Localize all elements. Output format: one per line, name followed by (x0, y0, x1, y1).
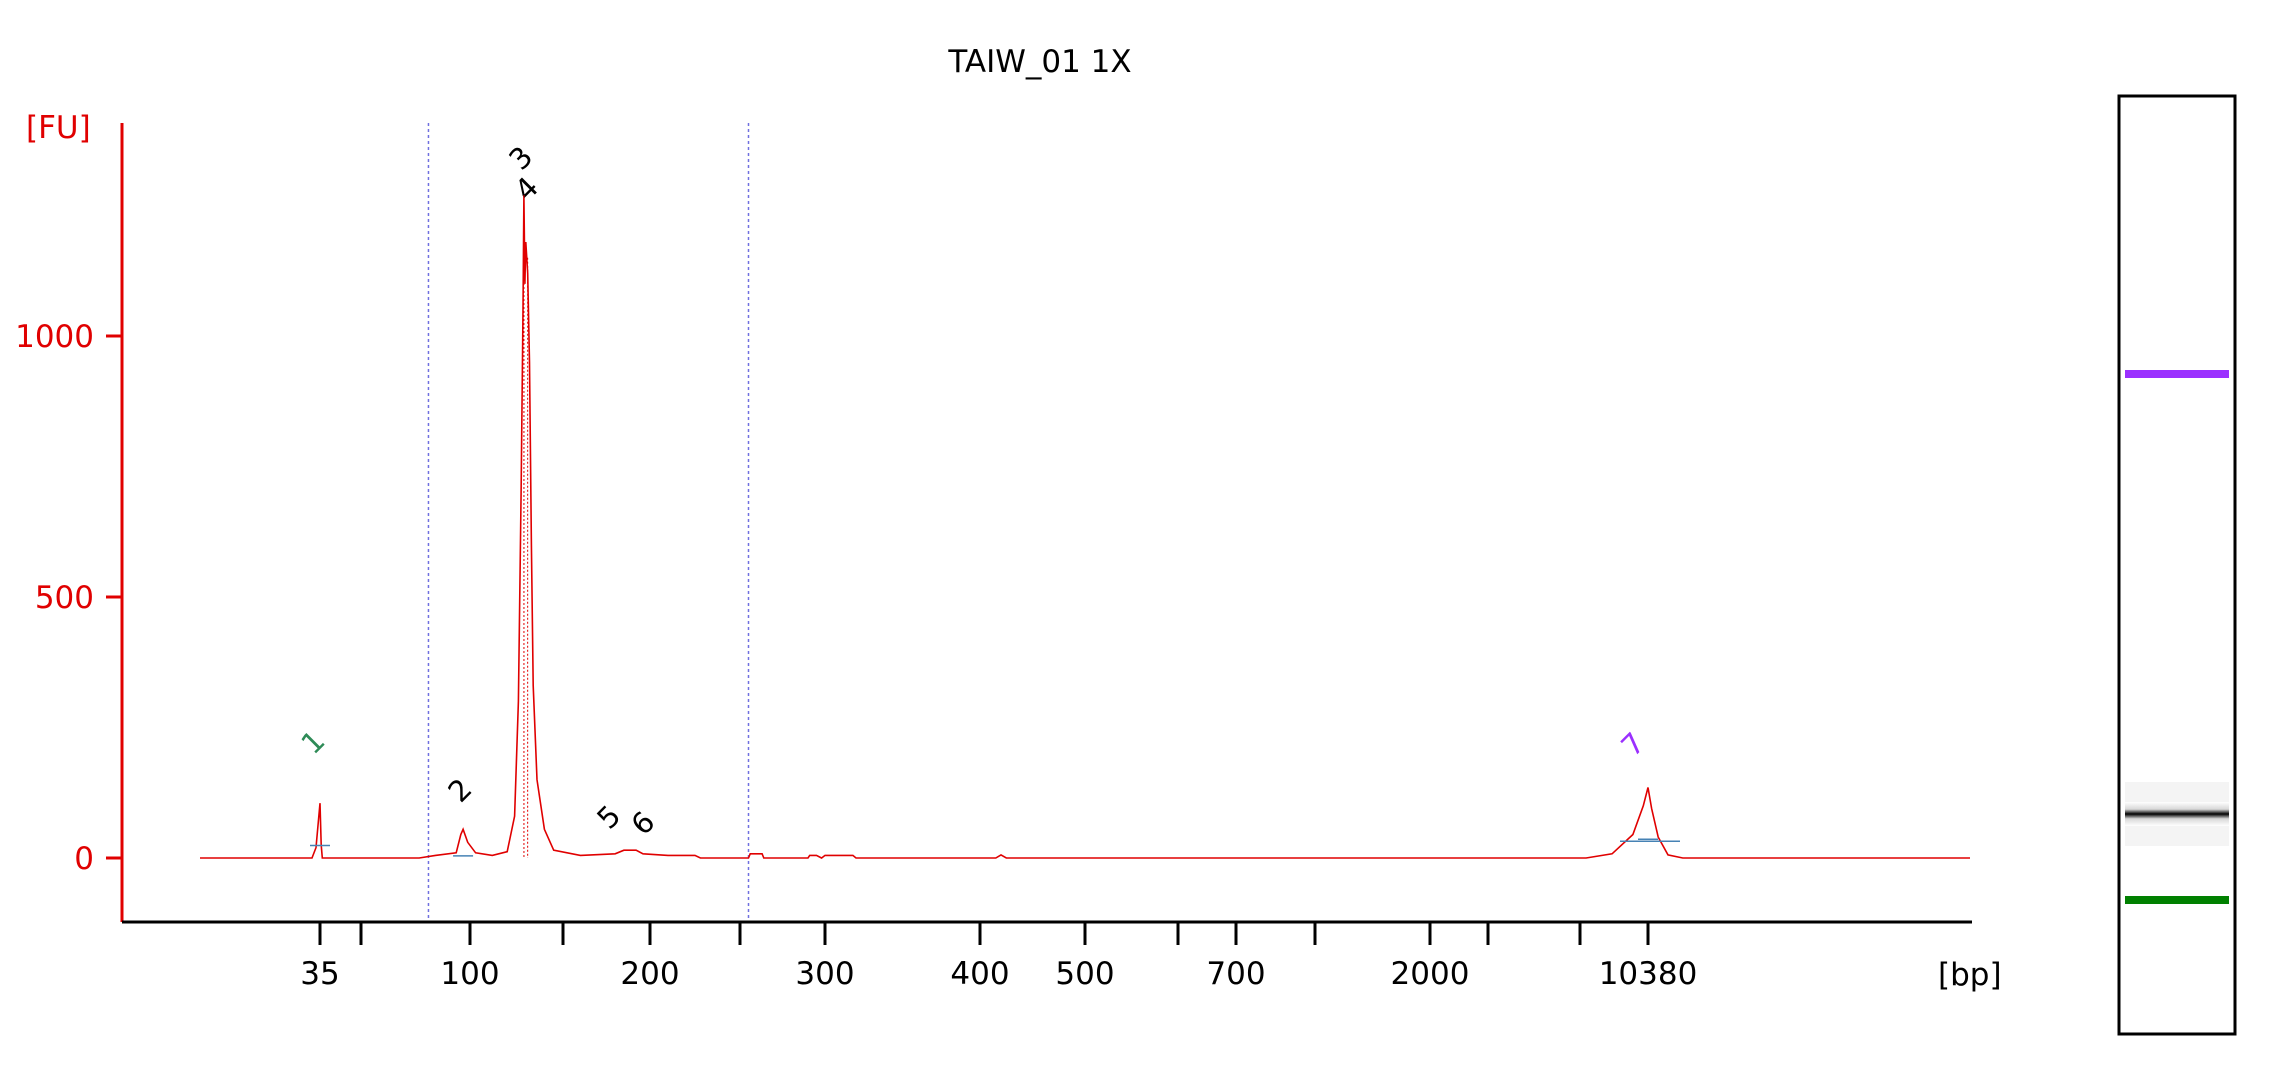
gel-lane (2117, 94, 2237, 1036)
x-tick-label-700: 700 (1206, 956, 1265, 992)
chart-title: TAIW_01 1X (947, 44, 1131, 80)
x-tick-label-35: 35 (300, 956, 339, 992)
x-tick-label-10380: 10380 (1599, 956, 1698, 992)
gel-band-upper-marker (2125, 370, 2229, 378)
x-tick-label-2000: 2000 (1391, 956, 1470, 992)
x-axis-label: [bp] (1938, 957, 2002, 993)
gel-lane-frame (2117, 94, 2237, 1036)
x-tick-label-100: 100 (440, 956, 499, 992)
x-tick-label-200: 200 (620, 956, 679, 992)
x-tick-label-500: 500 (1055, 956, 1114, 992)
peak-label-2: 2 (441, 772, 478, 809)
peak-label-6: 6 (624, 805, 661, 842)
gel-band-sample (2125, 802, 2229, 826)
y-tick-label-0: 0 (74, 841, 94, 877)
peak-label-7: 7 (1614, 726, 1651, 763)
peak-label-1: 1 (294, 724, 331, 761)
peak-label-4: 4 (508, 170, 545, 207)
y-axis-label: [FU] (26, 110, 91, 146)
y-tick-label-500: 500 (35, 580, 94, 616)
x-tick-label-300: 300 (795, 956, 854, 992)
x-tick-label-400: 400 (950, 956, 1009, 992)
trace-line-1 (200, 195, 1970, 859)
y-tick-label-1000: 1000 (15, 319, 94, 355)
gel-band-lower-marker (2125, 896, 2229, 904)
peak-label-5: 5 (590, 799, 627, 836)
